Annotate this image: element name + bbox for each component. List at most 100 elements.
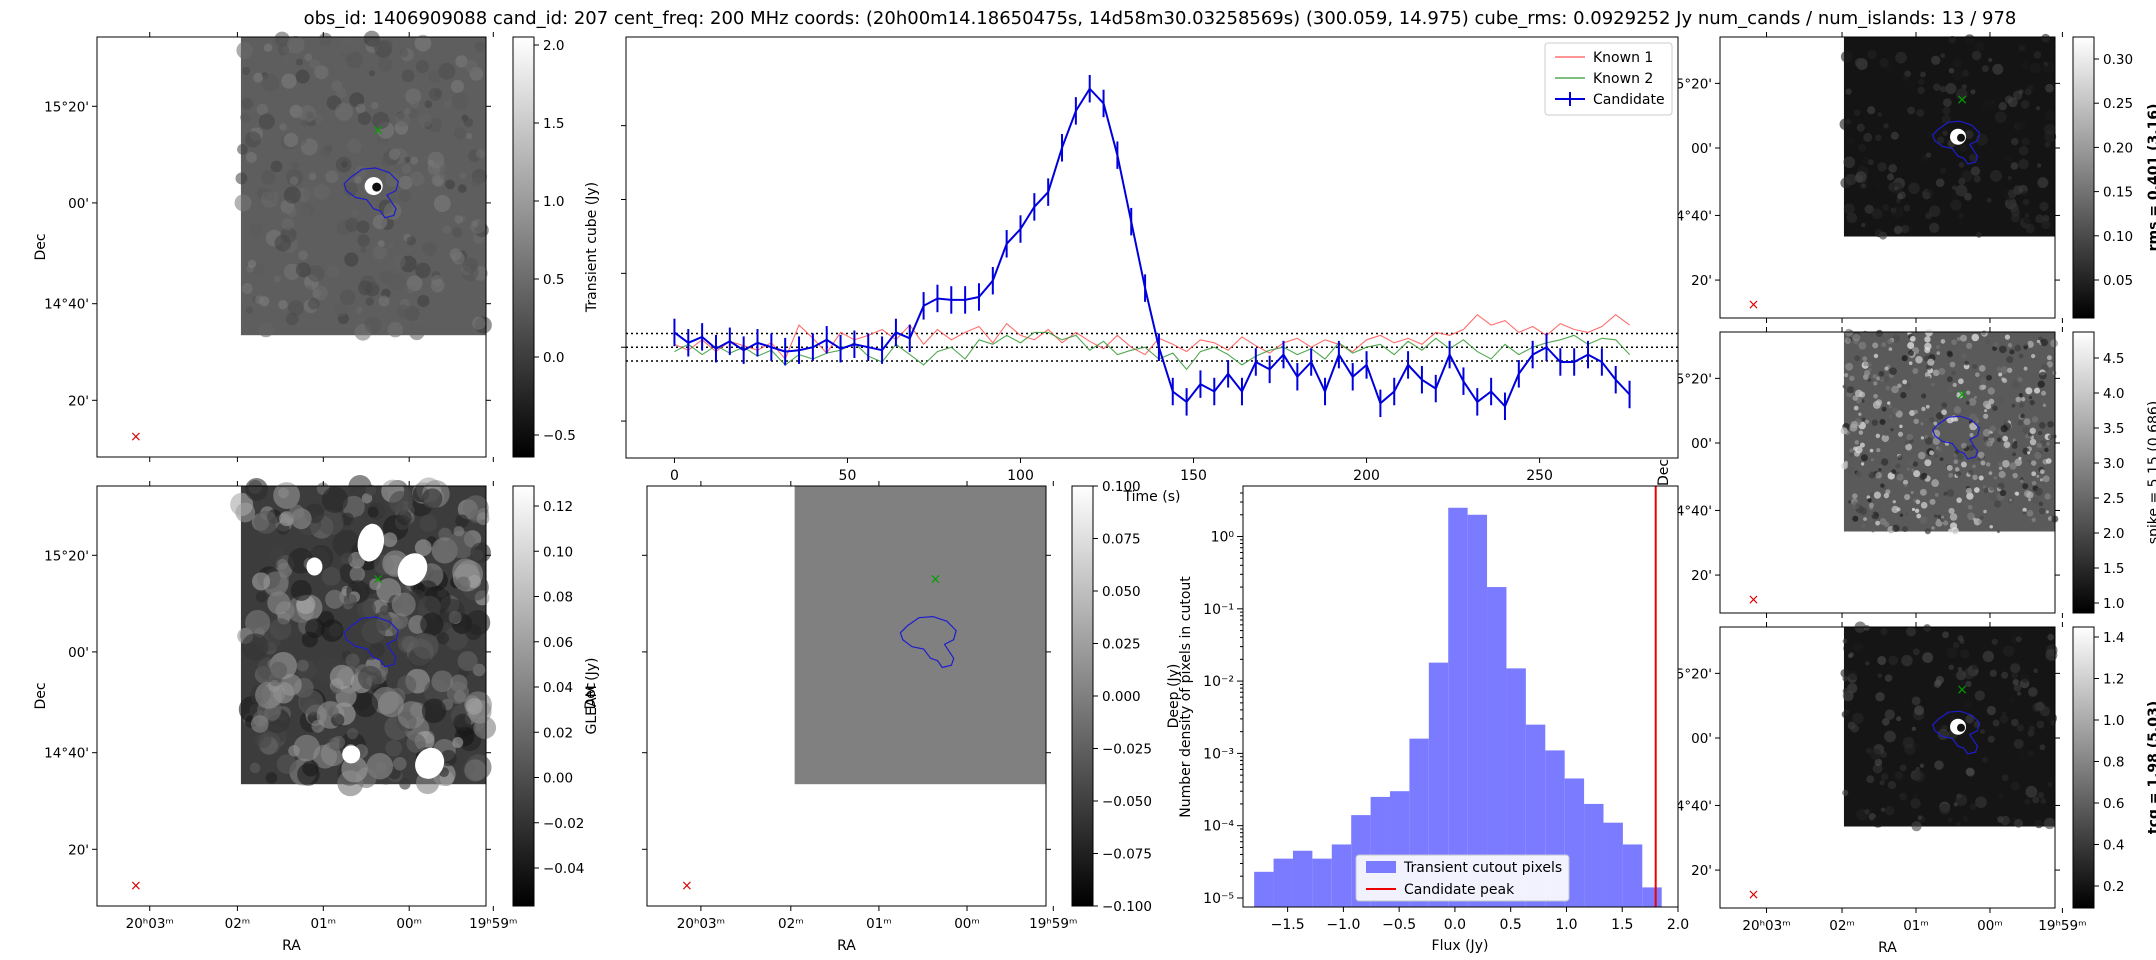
noise-blob <box>1960 353 1967 360</box>
deep-cutout: × × Dec 20ʰ03ᵐ 02ᵐ 01ᵐ 00ᵐ 19ʰ59ᵐ RA 0.100 0.075 0.… <box>583 479 1182 954</box>
noise-blob <box>1922 652 1934 663</box>
noise-blob <box>464 59 478 73</box>
colorbar-tick-label: 0.000 <box>1102 689 1141 705</box>
noise-blob <box>2002 460 2010 468</box>
noise-blob <box>1867 106 1876 115</box>
noise-blob <box>1887 338 1893 345</box>
noise-blob <box>2031 471 2037 477</box>
noise-blob <box>2041 33 2050 43</box>
noise-blob <box>396 304 410 318</box>
noise-blob <box>1974 41 1985 52</box>
noise-blob <box>1930 382 1935 387</box>
dec-axis-label: Dec <box>583 682 599 709</box>
colorbar-tick-label: 1.5 <box>2103 561 2124 577</box>
histogram-bar <box>1487 587 1507 907</box>
noise-blob <box>290 579 312 601</box>
noise-blob <box>2045 649 2058 661</box>
noise-blob <box>1941 402 1948 409</box>
noise-blob <box>1998 397 2005 405</box>
noise-blob <box>241 97 254 110</box>
noise-blob <box>1953 453 1957 457</box>
noise-blob <box>382 39 393 50</box>
noise-blob <box>1884 366 1889 371</box>
noise-blob <box>1955 221 1965 230</box>
noise-blob <box>1923 624 1931 632</box>
island-contour <box>899 615 957 669</box>
noise-blob <box>2020 479 2024 483</box>
noise-blob <box>278 300 288 310</box>
noise-blob <box>356 317 365 326</box>
noise-blob <box>2042 61 2055 74</box>
noise-blob <box>1900 224 1910 234</box>
noise-blob <box>1845 118 1852 125</box>
noise-blob <box>399 778 411 790</box>
x-tick-label: 1.0 <box>1555 917 1577 933</box>
noise-blob <box>369 578 381 591</box>
noise-blob <box>1903 204 1911 212</box>
noise-blob <box>436 738 451 753</box>
noise-blob <box>1846 386 1854 394</box>
noise-blob <box>237 144 248 155</box>
noise-blob <box>2023 366 2028 371</box>
ra-tick-label: 19ʰ59ᵐ <box>1029 916 1077 932</box>
colorbar-tick-label: 0.5 <box>543 272 564 288</box>
candidate-source-core <box>1957 133 1966 142</box>
noise-blob <box>2018 44 2026 52</box>
colorbar-tick-label: 0.25 <box>2103 96 2133 112</box>
noise-blob <box>276 754 297 774</box>
dec-tick-label: 00' <box>1691 141 1712 157</box>
noise-blob <box>2038 501 2044 507</box>
noise-blob <box>1980 729 1985 735</box>
noise-blob <box>459 172 467 179</box>
y-tick-label: 10⁻⁴ <box>1203 819 1234 835</box>
colorbar-label: rms = 0.401 (3.16) <box>2146 104 2156 252</box>
noise-blob <box>1972 517 1977 521</box>
noise-blob <box>1932 369 1940 377</box>
noise-blob <box>334 302 348 317</box>
spike-cutout-texture <box>1840 328 2059 535</box>
noise-blob <box>381 85 395 100</box>
colorbar-tick-label: 0.00 <box>543 771 573 787</box>
noise-blob <box>417 294 430 308</box>
histogram-bar <box>1603 822 1623 907</box>
noise-blob <box>1864 808 1870 815</box>
noise-blob <box>1880 458 1889 466</box>
noise-blob <box>1953 406 1962 414</box>
noise-blob <box>470 542 491 564</box>
noise-blob <box>1911 468 1915 472</box>
noise-blob <box>1868 367 1872 372</box>
noise-blob <box>1887 401 1891 405</box>
noise-blob <box>1978 475 1984 481</box>
noise-blob <box>302 760 319 777</box>
noise-blob <box>1996 366 2002 372</box>
colorbar-tick-label: 0.10 <box>543 544 573 560</box>
noise-blob <box>1881 406 1887 412</box>
noise-blob <box>1862 156 1870 164</box>
noise-blob <box>1955 794 1968 806</box>
noise-blob <box>296 58 303 66</box>
noise-blob <box>2009 335 2014 341</box>
noise-blob <box>314 65 329 80</box>
noise-blob <box>1913 418 1919 425</box>
noise-blob <box>279 673 302 696</box>
noise-blob <box>1843 643 1853 653</box>
noise-blob <box>2013 683 2022 692</box>
noise-blob <box>1891 469 1897 475</box>
noise-blob <box>1942 631 1949 639</box>
colorbar-tick-label: 4.0 <box>2103 386 2124 402</box>
noise-blob <box>1865 661 1870 666</box>
rms-cutout-texture <box>1839 33 2057 240</box>
noise-blob <box>347 138 362 154</box>
noise-blob <box>1986 705 1997 716</box>
noise-blob <box>1979 377 1987 385</box>
noise-blob <box>1903 79 1914 91</box>
noise-blob <box>1991 638 1998 645</box>
colorbar-label: Transient cube (Jy) <box>584 182 600 313</box>
noise-blob <box>1891 385 1899 394</box>
noise-blob <box>1871 419 1879 426</box>
noise-blob <box>1993 341 1999 348</box>
noise-blob <box>308 172 317 181</box>
noise-blob <box>1919 488 1927 496</box>
noise-blob <box>1948 36 1957 44</box>
noise-blob <box>454 127 466 139</box>
